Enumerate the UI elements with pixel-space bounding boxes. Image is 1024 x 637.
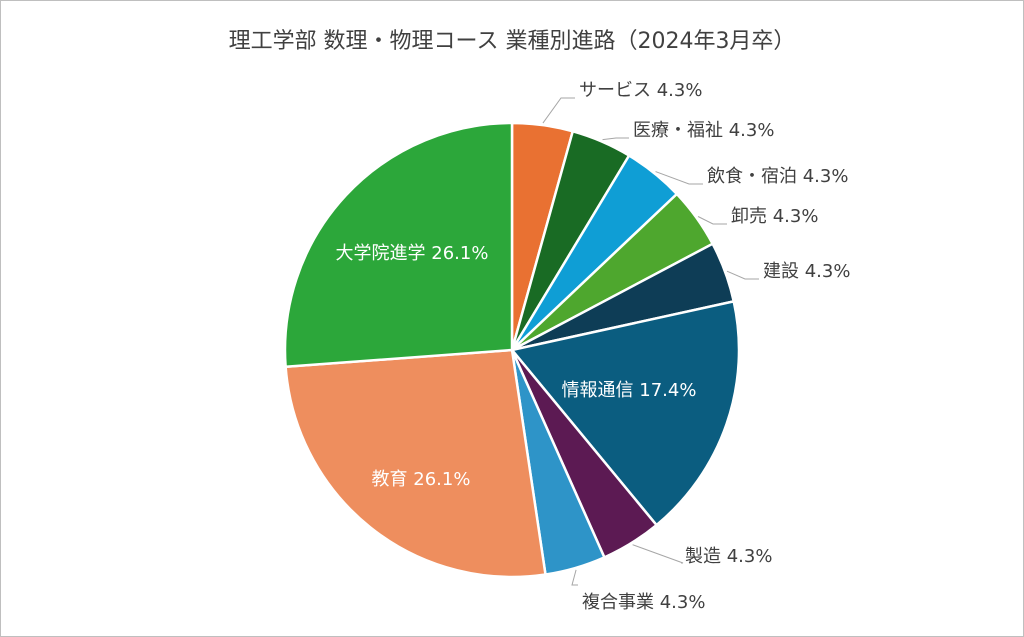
pie-slice	[283, 121, 514, 369]
slice-label: 大学院進学 26.1%	[336, 243, 489, 264]
slice-label: 医療・福祉 4.3%	[633, 120, 774, 141]
slice-label: 卸売 4.3%	[731, 206, 818, 227]
leader-line	[542, 97, 575, 124]
slice-label: 製造 4.3%	[685, 546, 772, 567]
pie-slice	[284, 348, 547, 579]
slice-label: 飲食・宿泊 4.3%	[707, 166, 848, 187]
slice-label: サービス 4.3%	[579, 80, 702, 101]
slice-label: 建設 4.3%	[763, 261, 850, 282]
leader-line	[697, 216, 727, 225]
slice-label: 情報通信 17.4%	[562, 380, 697, 401]
chart-title: 理工学部 数理・物理コース 業種別進路（2024年3月卒）	[228, 29, 796, 54]
slice-label: 複合事業 4.3%	[582, 592, 705, 613]
slice-label: 教育 26.1%	[372, 469, 471, 490]
leader-line	[655, 171, 703, 185]
leader-line	[571, 569, 578, 586]
leader-line	[602, 137, 629, 141]
pie-slice	[509, 299, 741, 527]
leader-line	[632, 544, 684, 564]
leader-line	[726, 270, 759, 280]
